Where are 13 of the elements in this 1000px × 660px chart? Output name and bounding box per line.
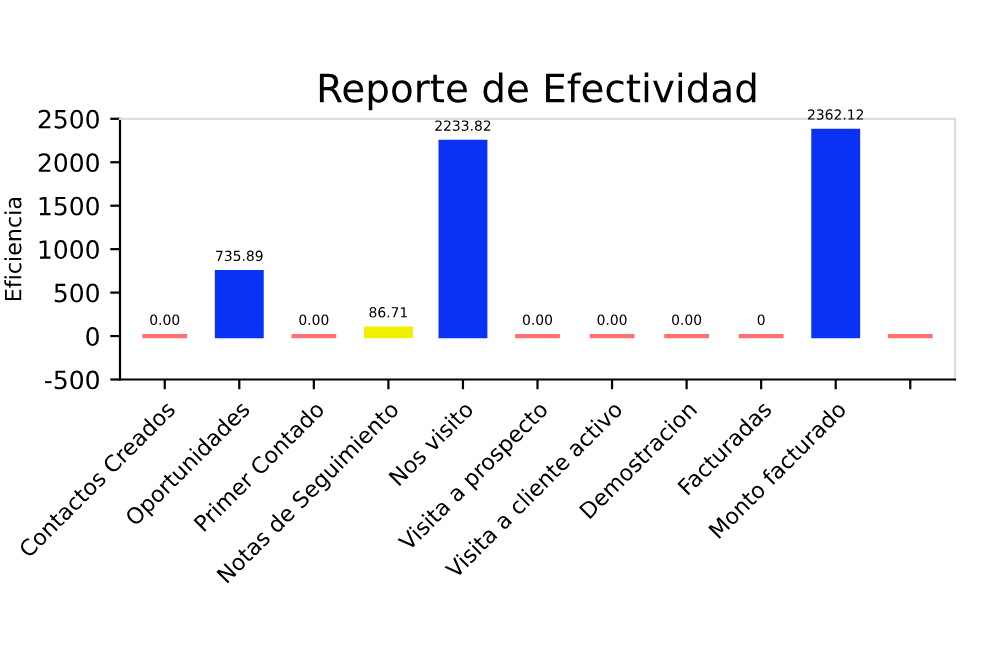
y-tick-label: -500 (45, 370, 99, 390)
bar (363, 326, 413, 339)
y-axis-title: Eficiencia (4, 198, 22, 301)
bar (811, 128, 861, 339)
chart-title: Reporte de Efectividad (319, 72, 756, 111)
y-tick-label: 2000 (38, 153, 99, 173)
y-tick-label: 0 (86, 326, 99, 346)
y-tick-label: 1000 (39, 240, 99, 259)
y-tick-label: 2500 (38, 109, 99, 129)
bar (438, 139, 488, 339)
y-tick-label: 1500 (39, 196, 99, 216)
y-tick-label: 500 (54, 283, 99, 303)
bar (214, 270, 264, 339)
